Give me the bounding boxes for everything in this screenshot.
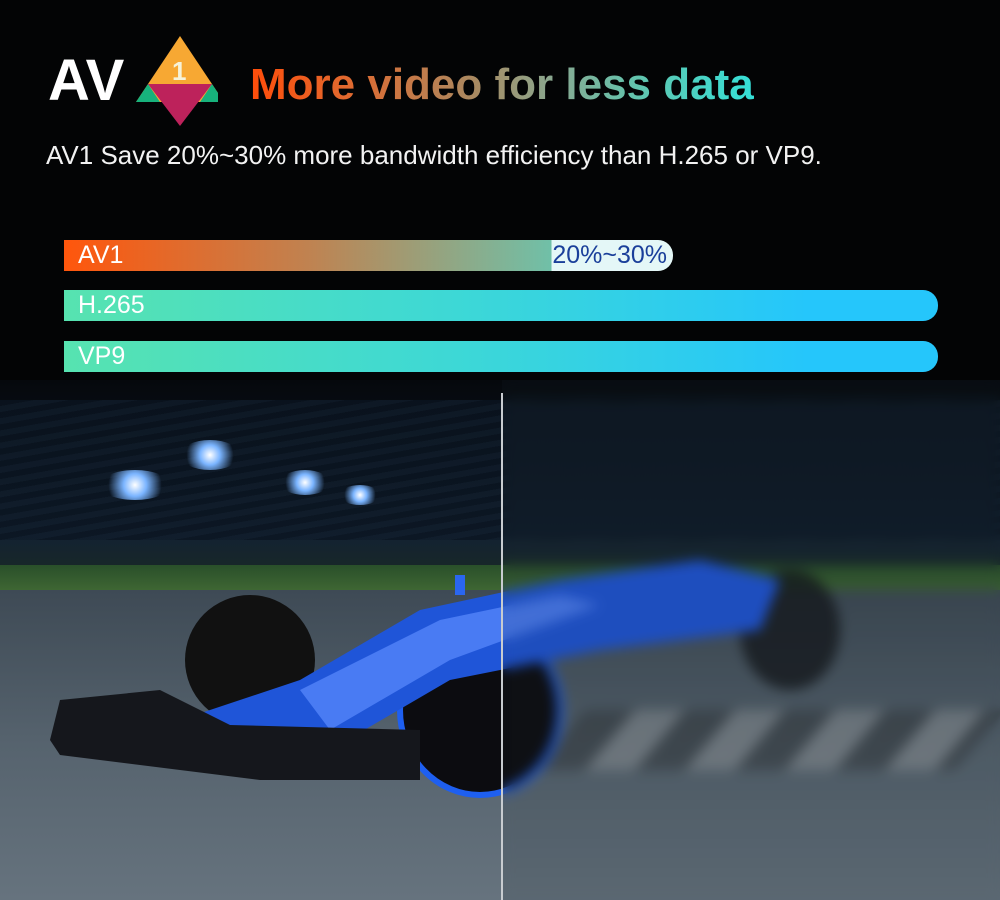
stadium-light bbox=[280, 470, 330, 495]
bar-label: H.265 bbox=[78, 291, 145, 319]
bar-label: VP9 bbox=[78, 342, 126, 370]
comparison-divider bbox=[501, 393, 503, 900]
stadium-light bbox=[100, 470, 170, 500]
bar-av1: AV1 20%~30% bbox=[64, 240, 673, 271]
svg-text:AV: AV bbox=[48, 48, 125, 113]
av1-logo: AV 1 bbox=[48, 36, 218, 126]
subtitle: AV1 Save 20%~30% more bandwidth efficien… bbox=[46, 140, 822, 170]
svg-text:1: 1 bbox=[172, 56, 186, 86]
stadium-light bbox=[340, 485, 380, 505]
stadium-light bbox=[180, 440, 240, 470]
headline: More video for less data bbox=[250, 60, 754, 109]
bar-vp9: VP9 bbox=[64, 341, 938, 372]
bar-label: AV1 bbox=[78, 241, 124, 269]
bar-h265: H.265 bbox=[64, 290, 938, 321]
savings-badge: 20%~30% bbox=[552, 241, 667, 269]
race-car-photo bbox=[0, 380, 1000, 900]
compressed-half-overlay bbox=[502, 380, 1000, 900]
